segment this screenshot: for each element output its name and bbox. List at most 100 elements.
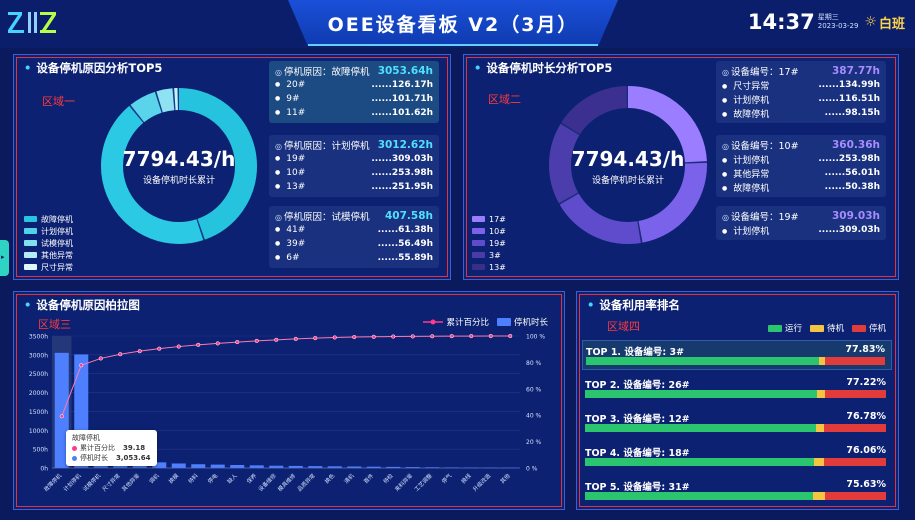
pareto-bar[interactable] [230, 464, 245, 468]
info-card[interactable]: 停机原因：计划停机 3012.62h 19# ......309.03h 10#....… [269, 135, 439, 197]
pareto-bar[interactable] [152, 462, 167, 468]
row-key: 11# [275, 108, 305, 118]
cumulative-point[interactable] [254, 338, 259, 343]
donut-slice[interactable] [549, 86, 707, 244]
cumulative-point[interactable] [215, 341, 220, 346]
cumulative-point[interactable] [196, 342, 201, 347]
y-tick-label: 1000h [29, 428, 48, 435]
pareto-bar[interactable] [405, 467, 420, 468]
x-tick-label: 换色 [323, 471, 337, 485]
legend-item[interactable]: 故障停机 [24, 213, 73, 225]
card-title: 设备编号：10# [722, 138, 799, 152]
cumulative-point[interactable] [410, 334, 415, 339]
cumulative-point[interactable] [274, 337, 279, 342]
stop-segment [824, 357, 885, 365]
legend-item[interactable]: 3# [472, 249, 506, 261]
cumulative-point[interactable] [391, 334, 396, 339]
panel-title: 设备停机原因柏拉图 [24, 297, 140, 313]
row-value: ......61.38h [377, 225, 433, 235]
legend-item[interactable]: 其他异常 [24, 249, 73, 261]
cumulative-point[interactable] [118, 352, 123, 357]
info-card[interactable]: 设备编号：10# 360.36h 计划停机 ......253.98h 其他异常....… [716, 135, 886, 197]
row-key: 13# [275, 182, 305, 192]
pareto-bar[interactable] [347, 466, 362, 468]
donut-total-value: 7794.43/h [122, 147, 236, 171]
info-card[interactable]: 设备编号：17# 387.77h 尺寸异常 ......134.99h 计划停机....… [716, 61, 886, 123]
cumulative-point[interactable] [176, 344, 181, 349]
utilization-bar [585, 492, 886, 500]
legend-item[interactable]: 17# [472, 213, 506, 225]
donut-slice[interactable] [549, 86, 707, 244]
card-row: 6# ......55.89h [275, 251, 433, 265]
cumulative-point[interactable] [469, 334, 474, 339]
pareto-bar[interactable] [288, 465, 303, 468]
pareto-bar[interactable] [269, 465, 284, 468]
pareto-bar[interactable] [386, 466, 401, 468]
pareto-bar[interactable] [308, 466, 323, 468]
legend-item[interactable]: 尺寸异常 [24, 261, 73, 273]
row-value: ......56.49h [377, 239, 433, 249]
legend-item[interactable]: 计划停机 [24, 225, 73, 237]
row-key: 其他异常 [722, 167, 769, 180]
x-tick-label: 计划停机 [61, 471, 83, 493]
cumulative-point[interactable] [157, 346, 162, 351]
cumulative-point[interactable] [508, 333, 513, 339]
pareto-bar[interactable] [54, 352, 69, 468]
info-card[interactable]: 停机原因：试模停机 407.58h 41# ......61.38h 39#......… [269, 206, 439, 268]
ranking-item[interactable]: TOP 3. 设备编号: 12# 76.78% [582, 408, 892, 438]
legend-label: 故障停机 [41, 214, 73, 224]
donut-slice[interactable] [101, 88, 257, 244]
cumulative-point[interactable] [371, 334, 376, 339]
cumulative-point[interactable] [59, 414, 64, 419]
title-banner: OEE设备看板 V2（3月） [288, 0, 618, 46]
pareto-bar[interactable] [366, 466, 381, 468]
cumulative-point[interactable] [352, 335, 357, 340]
cumulative-point[interactable] [332, 335, 337, 340]
cumulative-point[interactable] [137, 349, 142, 354]
cumulative-point[interactable] [235, 340, 240, 345]
idle-segment [813, 458, 825, 466]
legend-label: 3# [489, 250, 501, 260]
side-expand-tab[interactable]: ▸ [0, 240, 9, 276]
ranking-label: TOP 3. 设备编号: 12# [585, 414, 690, 425]
legend-item[interactable]: 试模停机 [24, 237, 73, 249]
ranking-legend: 运行 待机 停机 [760, 322, 886, 334]
donut-slice[interactable] [549, 86, 707, 244]
legend-item[interactable]: 13# [472, 261, 506, 273]
cumulative-point[interactable] [430, 334, 435, 339]
donut-slice[interactable] [101, 88, 257, 244]
cumulative-point[interactable] [98, 356, 103, 361]
pareto-legend: 累计百分比 停机时长 [423, 316, 548, 328]
pareto-bar[interactable] [249, 465, 264, 468]
tooltip-title: 故障停机 [72, 434, 100, 442]
donut-slice[interactable] [549, 86, 707, 244]
stop-segment [824, 458, 886, 466]
pareto-bar[interactable] [327, 466, 342, 468]
legend-label: 其他异常 [41, 250, 73, 260]
header-status: 14:37 星期三 2023-03-29 ☼ 白班 [748, 10, 905, 34]
tooltip-bar-value: 3,053.64 [116, 454, 151, 462]
pareto-bar[interactable] [210, 464, 225, 468]
cumulative-point[interactable] [293, 336, 298, 341]
legend-item[interactable]: 19# [472, 237, 506, 249]
pareto-bar[interactable] [191, 464, 206, 468]
tooltip-line-label: 累计百分比 [80, 444, 115, 452]
info-card[interactable]: 设备编号：19# 309.03h 计划停机 ......309.03h [716, 206, 886, 240]
idle-segment [812, 492, 825, 500]
info-card[interactable]: 停机原因：故障停机 3053.64h 20# ......126.17h 9#.....… [269, 61, 439, 123]
x-tick-label: 故障停机 [42, 471, 64, 493]
row-value: ......101.71h [371, 94, 433, 104]
stop-segment [824, 390, 886, 398]
ranking-item[interactable]: TOP 4. 设备编号: 18# 76.06% [582, 442, 892, 472]
cumulative-point[interactable] [79, 363, 84, 368]
ranking-item[interactable]: TOP 2. 设备编号: 26# 77.22% [582, 374, 892, 404]
pareto-bar[interactable] [171, 463, 186, 468]
cumulative-point[interactable] [488, 333, 493, 339]
cumulative-point[interactable] [313, 336, 318, 341]
row-value: ......98.15h [824, 108, 880, 118]
y-tick-label: 2500h [29, 371, 48, 378]
cumulative-point[interactable] [449, 334, 454, 339]
legend-item[interactable]: 10# [472, 225, 506, 237]
ranking-item[interactable]: TOP 5. 设备编号: 31# 75.63% [582, 476, 892, 506]
ranking-item[interactable]: TOP 1. 设备编号: 3# 77.83% [582, 340, 892, 370]
